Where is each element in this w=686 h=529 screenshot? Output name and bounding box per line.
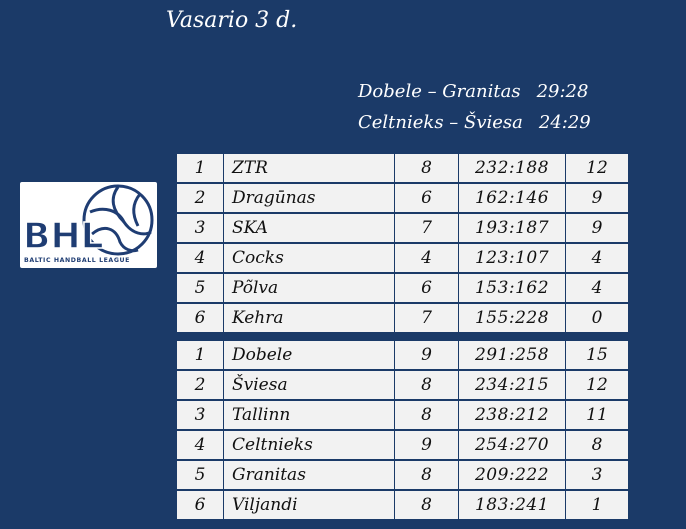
bhl-logo: BHL BALTIC HANDBALL LEAGUE xyxy=(20,182,157,268)
games-played-cell: 7 xyxy=(394,212,459,244)
goal-ratio-cell: 193:187 xyxy=(458,212,566,244)
position-cell: 2 xyxy=(176,369,224,401)
table-row: 3 SKA 7 193:187 9 xyxy=(176,212,629,244)
table-row: 4 Celtnieks 9 254:270 8 xyxy=(176,429,629,461)
team-name-cell: ZTR xyxy=(223,153,395,184)
table-row: 1 Dobele 9 291:258 15 xyxy=(176,340,629,371)
points-cell: 4 xyxy=(565,242,629,274)
points-cell: 9 xyxy=(565,212,629,244)
position-cell: 4 xyxy=(176,242,224,274)
goal-ratio-cell: 155:228 xyxy=(458,302,566,334)
match-teams: Celtnieks – Šviesa xyxy=(358,112,523,133)
table-row: 2 Dragūnas 6 162:146 9 xyxy=(176,182,629,214)
games-played-cell: 4 xyxy=(394,242,459,274)
position-cell: 3 xyxy=(176,212,224,244)
points-cell: 4 xyxy=(565,272,629,304)
goal-ratio-cell: 153:162 xyxy=(458,272,566,304)
points-cell: 11 xyxy=(565,399,629,431)
points-cell: 0 xyxy=(565,302,629,334)
table-row: 3 Tallinn 8 238:212 11 xyxy=(176,399,629,431)
points-cell: 9 xyxy=(565,182,629,214)
position-cell: 5 xyxy=(176,459,224,491)
table-row: 6 Kehra 7 155:228 0 xyxy=(176,302,629,334)
games-played-cell: 8 xyxy=(394,459,459,491)
points-cell: 15 xyxy=(565,340,629,371)
goal-ratio-cell: 238:212 xyxy=(458,399,566,431)
goal-ratio-cell: 254:270 xyxy=(458,429,566,461)
games-played-cell: 8 xyxy=(394,369,459,401)
goal-ratio-cell: 209:222 xyxy=(458,459,566,491)
position-cell: 2 xyxy=(176,182,224,214)
position-cell: 1 xyxy=(176,153,224,184)
standings-table-group-a: 1 ZTR 8 232:188 12 2 Dragūnas 6 162:146 9 3 SKA 7 193… xyxy=(176,153,629,334)
table-row: 1 ZTR 8 232:188 12 xyxy=(176,153,629,184)
page-title: Vasario 3 d. xyxy=(166,8,298,33)
position-cell: 5 xyxy=(176,272,224,304)
position-cell: 6 xyxy=(176,489,224,521)
games-played-cell: 7 xyxy=(394,302,459,334)
team-name-cell: Dobele xyxy=(223,340,395,371)
match-results: Dobele – Granitas 29:28 Celtnieks – Švie… xyxy=(358,76,591,138)
position-cell: 6 xyxy=(176,302,224,334)
goal-ratio-cell: 123:107 xyxy=(458,242,566,274)
points-cell: 12 xyxy=(565,369,629,401)
team-name-cell: Kehra xyxy=(223,302,395,334)
team-name-cell: Tallinn xyxy=(223,399,395,431)
logo-letters: BHL xyxy=(23,216,104,257)
games-played-cell: 8 xyxy=(394,153,459,184)
handball-logo-icon: BHL BALTIC HANDBALL LEAGUE xyxy=(22,184,154,264)
match-teams: Dobele – Granitas xyxy=(358,81,521,102)
points-cell: 1 xyxy=(565,489,629,521)
games-played-cell: 6 xyxy=(394,182,459,214)
position-cell: 4 xyxy=(176,429,224,461)
table-row: 4 Cocks 4 123:107 4 xyxy=(176,242,629,274)
goal-ratio-cell: 234:215 xyxy=(458,369,566,401)
match-score: 24:29 xyxy=(538,112,591,133)
games-played-cell: 8 xyxy=(394,399,459,431)
games-played-cell: 9 xyxy=(394,429,459,461)
games-played-cell: 6 xyxy=(394,272,459,304)
table-row: 6 Viljandi 8 183:241 1 xyxy=(176,489,629,521)
match-result-row: Celtnieks – Šviesa 24:29 xyxy=(358,107,591,138)
table-row: 2 Šviesa 8 234:215 12 xyxy=(176,369,629,401)
points-cell: 12 xyxy=(565,153,629,184)
team-name-cell: Cocks xyxy=(223,242,395,274)
games-played-cell: 9 xyxy=(394,340,459,371)
team-name-cell: Viljandi xyxy=(223,489,395,521)
position-cell: 3 xyxy=(176,399,224,431)
match-score: 29:28 xyxy=(536,81,589,102)
team-name-cell: Šviesa xyxy=(223,369,395,401)
points-cell: 3 xyxy=(565,459,629,491)
goal-ratio-cell: 232:188 xyxy=(458,153,566,184)
goal-ratio-cell: 183:241 xyxy=(458,489,566,521)
team-name-cell: Celtnieks xyxy=(223,429,395,461)
games-played-cell: 8 xyxy=(394,489,459,521)
logo-caption: BALTIC HANDBALL LEAGUE xyxy=(24,257,130,264)
goal-ratio-cell: 162:146 xyxy=(458,182,566,214)
standings-table-group-b: 1 Dobele 9 291:258 15 2 Šviesa 8 234:215 12 3 Talli… xyxy=(176,340,629,521)
team-name-cell: Granitas xyxy=(223,459,395,491)
points-cell: 8 xyxy=(565,429,629,461)
team-name-cell: Põlva xyxy=(223,272,395,304)
goal-ratio-cell: 291:258 xyxy=(458,340,566,371)
table-row: 5 Granitas 8 209:222 3 xyxy=(176,459,629,491)
table-row: 5 Põlva 6 153:162 4 xyxy=(176,272,629,304)
position-cell: 1 xyxy=(176,340,224,371)
match-result-row: Dobele – Granitas 29:28 xyxy=(358,76,591,107)
team-name-cell: Dragūnas xyxy=(223,182,395,214)
team-name-cell: SKA xyxy=(223,212,395,244)
